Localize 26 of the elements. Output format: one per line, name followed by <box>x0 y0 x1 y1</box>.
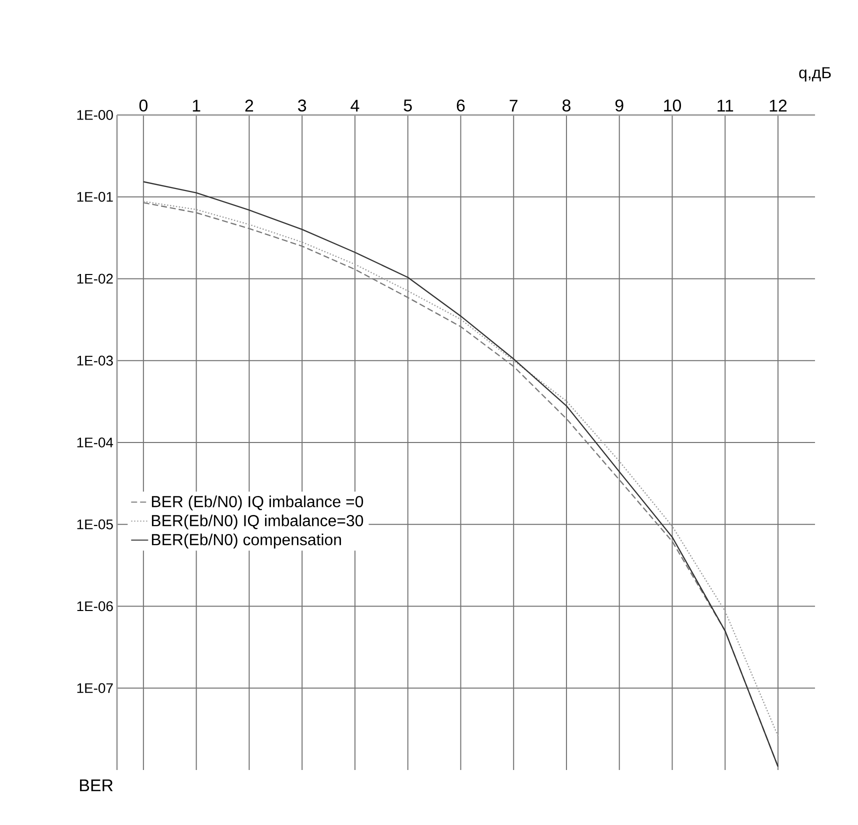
y-tick-label: 1E-07 <box>77 683 113 694</box>
x-tick-label: 11 <box>718 100 734 112</box>
y-tick-label: 1E-01 <box>77 192 113 202</box>
x-tick-label: 8 <box>562 99 570 112</box>
x-tick-label: 0 <box>139 99 148 112</box>
x-tick-label: 10 <box>664 99 681 112</box>
x-tick-label: 2 <box>245 100 254 112</box>
x-tick-label: 6 <box>456 99 465 112</box>
y-tick-label: 1E-06 <box>77 601 113 612</box>
x-tick-label: 9 <box>615 99 624 112</box>
y-axis-title: BER <box>80 780 113 792</box>
y-tick-label: 1E-00 <box>77 110 113 120</box>
x-tick-label: 5 <box>404 100 412 112</box>
y-tick-label: 1E-04 <box>77 438 114 448</box>
y-tick-label: 1E-02 <box>77 274 113 284</box>
x-tick-label: 3 <box>298 99 306 112</box>
y-tick-label: 1E-05 <box>77 519 113 530</box>
x-tick-label: 4 <box>350 100 360 112</box>
y-tick-label: 1E-03 <box>77 356 113 366</box>
x-tick-label: 12 <box>770 100 787 112</box>
x-axis-title: q,дБ <box>799 67 831 82</box>
x-tick-label: 7 <box>510 100 518 112</box>
legend-label: BER (Eb/N0) IQ imbalance =0 <box>152 496 364 510</box>
legend-label: BER(Eb/N0) IQ imbalance=30 <box>152 514 364 530</box>
legend-label: BER(Eb/N0) compensation <box>152 534 341 548</box>
x-tick-label: 1 <box>192 100 200 112</box>
